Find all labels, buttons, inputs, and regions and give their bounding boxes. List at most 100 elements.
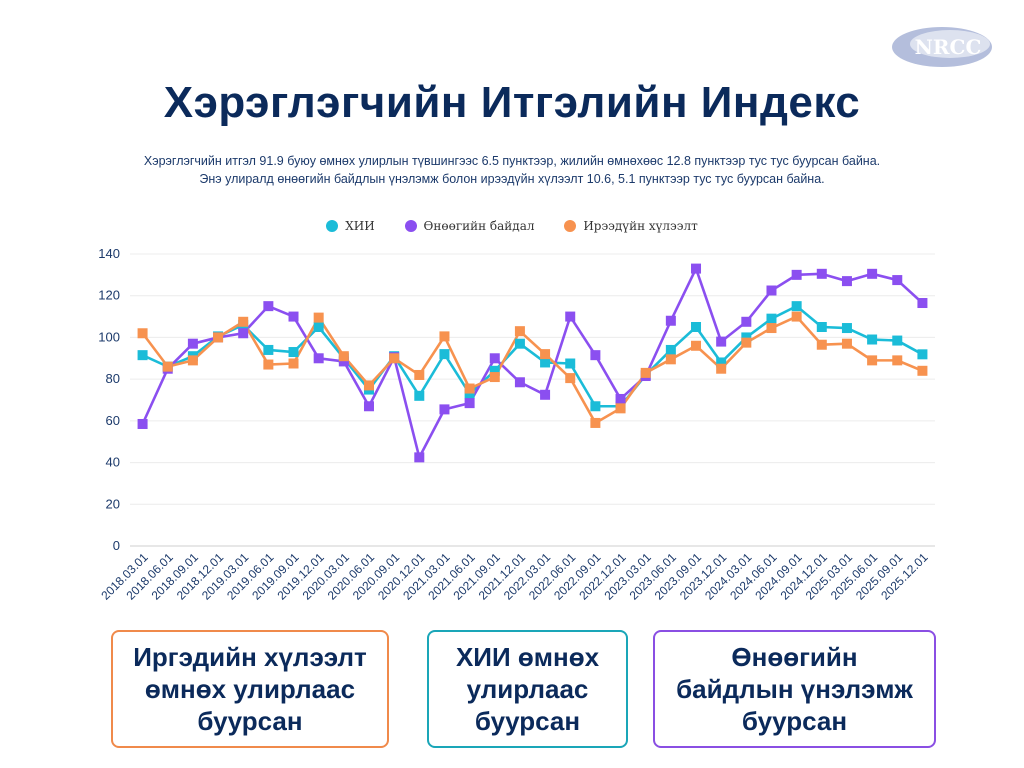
legend-label-cci: ХИИ [345,219,375,233]
data-point-0 [867,334,878,345]
data-point-1 [288,311,299,322]
data-point-0 [917,349,928,360]
data-point-2 [540,349,551,360]
data-point-1 [590,350,601,361]
data-point-0 [565,358,576,369]
data-point-2 [514,326,525,337]
data-point-0 [741,332,752,343]
data-point-2 [288,358,299,369]
data-point-1 [137,418,148,429]
data-point-1 [665,315,676,326]
data-point-0 [716,357,727,368]
data-point-2 [464,383,475,394]
legend-marker-future-expectation [564,220,577,232]
data-point-0 [766,313,777,324]
data-point-2 [338,351,349,362]
data-point-0 [439,349,450,360]
card-expectation-decreased: Иргэдийн хүлээлт өмнөх улирлаас буурсан [111,630,389,748]
summary-line-2: Энэ улиралд өнөөгийн байдлын үнэлэмж бол… [199,172,825,186]
legend-marker-cci [326,220,339,232]
card-cci-decreased: ХИИ өмнөх улирлаас буурсан [427,630,628,748]
data-point-2 [187,355,198,366]
y-tick-label: 20 [106,496,120,511]
data-point-2 [439,331,450,342]
y-tick-label: 120 [98,288,120,303]
card-current-situation-decreased: Өнөөгийн байдлын үнэлэмж буурсан [653,630,936,748]
data-point-2 [363,380,374,391]
data-point-2 [565,373,576,384]
data-point-2 [640,367,651,378]
data-point-2 [766,323,777,334]
data-point-2 [213,332,224,343]
data-point-2 [816,339,827,350]
legend-label-current-situation: Өнөөгийн байдал [423,219,535,233]
data-point-2 [791,311,802,322]
data-point-2 [590,417,601,428]
y-tick-label: 60 [106,413,120,428]
summary-text: Хэрэглэгчийн итгэл 91.9 буюу өмнөх улирл… [60,152,964,188]
data-point-0 [137,350,148,361]
legend-item-cci: ХИИ [326,219,375,233]
data-point-1 [439,404,450,415]
data-point-1 [464,398,475,409]
data-point-1 [565,311,576,322]
summary-line-1: Хэрэглэгчийн итгэл 91.9 буюу өмнөх улирл… [143,154,881,168]
data-point-1 [363,401,374,412]
chart-legend: ХИИ Өнөөгийн байдал Ирээдүйн хүлээлт [0,219,1024,235]
data-point-1 [187,338,198,349]
data-point-2 [615,403,626,414]
data-point-1 [816,268,827,279]
data-point-1 [741,316,752,327]
data-point-1 [263,301,274,312]
data-point-1 [414,452,425,463]
data-point-1 [313,353,324,364]
data-point-2 [389,353,400,364]
data-point-1 [867,268,878,279]
data-point-2 [263,359,274,370]
data-point-2 [489,372,500,383]
data-point-0 [665,344,676,355]
y-tick-label: 140 [98,246,120,261]
data-point-1 [615,393,626,404]
data-point-2 [867,355,878,366]
data-point-0 [288,347,299,358]
data-point-1 [514,377,525,388]
data-point-0 [791,301,802,312]
data-point-2 [917,365,928,376]
data-point-0 [892,335,903,346]
legend-marker-current-situation [404,220,417,232]
legend-label-future-expectation: Ирээдүйн хүлээлт [583,219,698,233]
nrcc-logo: NRCC [892,27,992,67]
data-point-0 [540,357,551,368]
data-point-1 [540,389,551,400]
data-point-1 [917,298,928,309]
data-point-1 [766,285,777,296]
data-point-0 [414,390,425,401]
data-point-1 [489,353,500,364]
y-tick-label: 80 [106,371,120,386]
series-line-1 [141,267,924,459]
data-point-1 [338,356,349,367]
card-cci-text: ХИИ өмнөх улирлаас буурсан [455,642,600,736]
data-point-0 [263,344,274,355]
data-point-2 [841,338,852,349]
y-tick-label: 40 [106,455,120,470]
data-point-2 [137,328,148,339]
card-expectation-text: Иргэдийн хүлээлт өмнөх улирлаас буурсан [133,642,367,736]
data-point-1 [791,269,802,280]
card-current-situation-text: Өнөөгийн байдлын үнэлэмж буурсан [676,642,913,736]
data-point-1 [238,328,249,339]
data-point-0 [514,338,525,349]
data-point-0 [590,401,601,412]
data-point-0 [816,322,827,332]
legend-item-future-expectation: Ирээдүйн хүлээлт [564,219,698,233]
data-point-2 [238,316,249,327]
logo-text: NRCC [915,35,982,59]
data-point-2 [691,340,702,351]
data-point-2 [741,337,752,348]
series-line-2 [141,315,923,425]
data-point-1 [841,276,852,287]
line-chart: 0204060801001201402018.03.012018.06.0120… [98,246,935,603]
y-tick-label: 100 [98,329,120,344]
data-point-0 [313,322,324,332]
